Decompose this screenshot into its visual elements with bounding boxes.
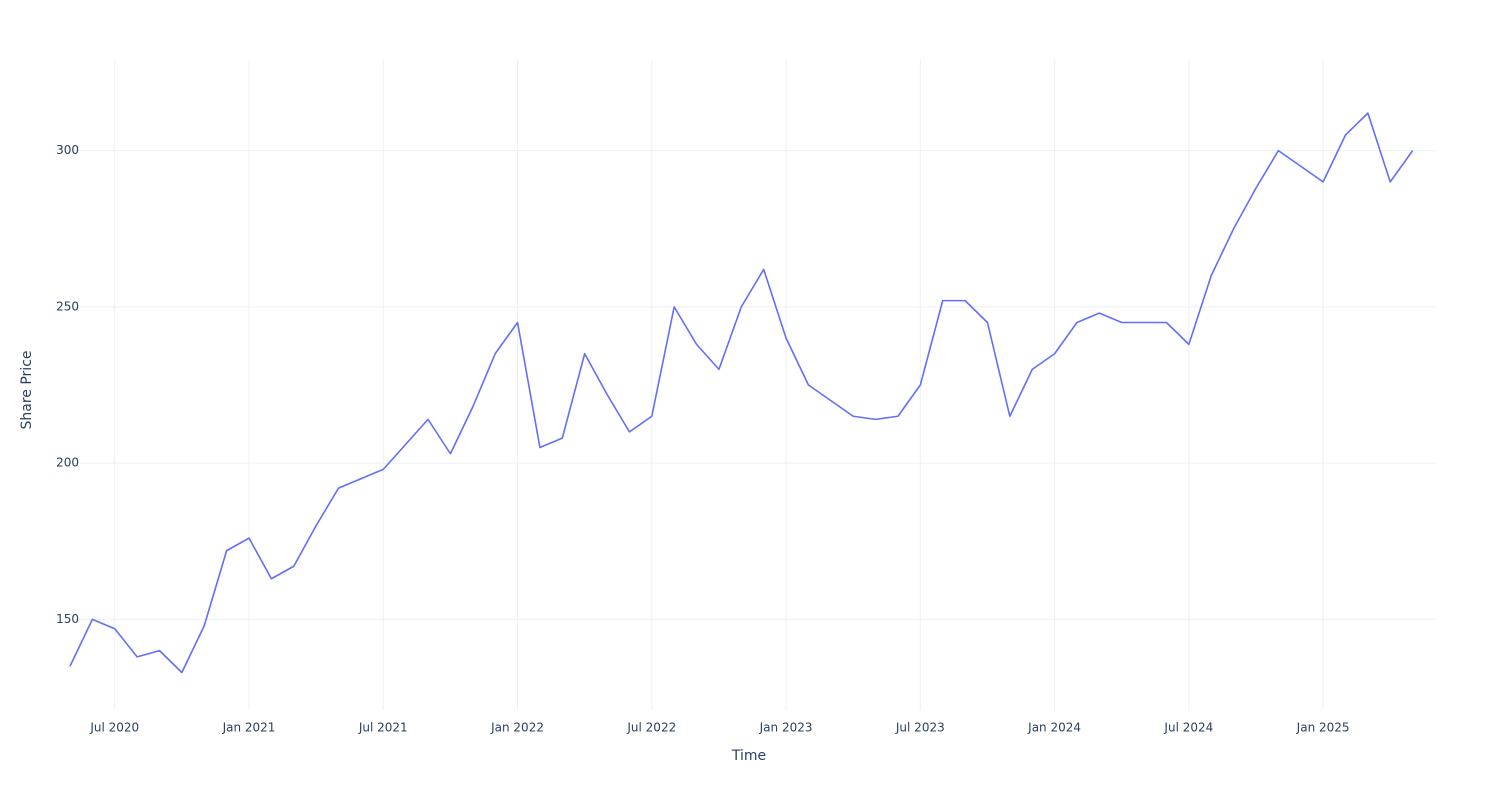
x-tick-label: Jan 2022	[490, 721, 544, 735]
price-line	[69, 112, 1414, 674]
x-tick-label: Jan 2021	[222, 721, 276, 735]
x-tick-label: Jan 2024	[1027, 721, 1081, 735]
y-tick-label: 300	[56, 143, 79, 157]
x-tick-label: Jul 2020	[89, 721, 139, 735]
y-tick-label: 200	[56, 456, 79, 470]
x-tick-label: Jul 2024	[1163, 721, 1213, 735]
grid	[70, 60, 1435, 710]
y-tick-label: 150	[56, 612, 79, 626]
x-axis-title: Time	[731, 748, 766, 764]
x-tick-label: Jul 2023	[895, 721, 945, 735]
x-tick-label: Jan 2023	[759, 721, 813, 735]
y-tick-label: 250	[56, 299, 79, 313]
x-tick-label: Jan 2025	[1296, 721, 1350, 735]
x-tick-label: Jul 2022	[626, 721, 676, 735]
y-axis-title: Share Price	[19, 350, 35, 429]
x-tick-label: Jul 2021	[358, 721, 408, 735]
